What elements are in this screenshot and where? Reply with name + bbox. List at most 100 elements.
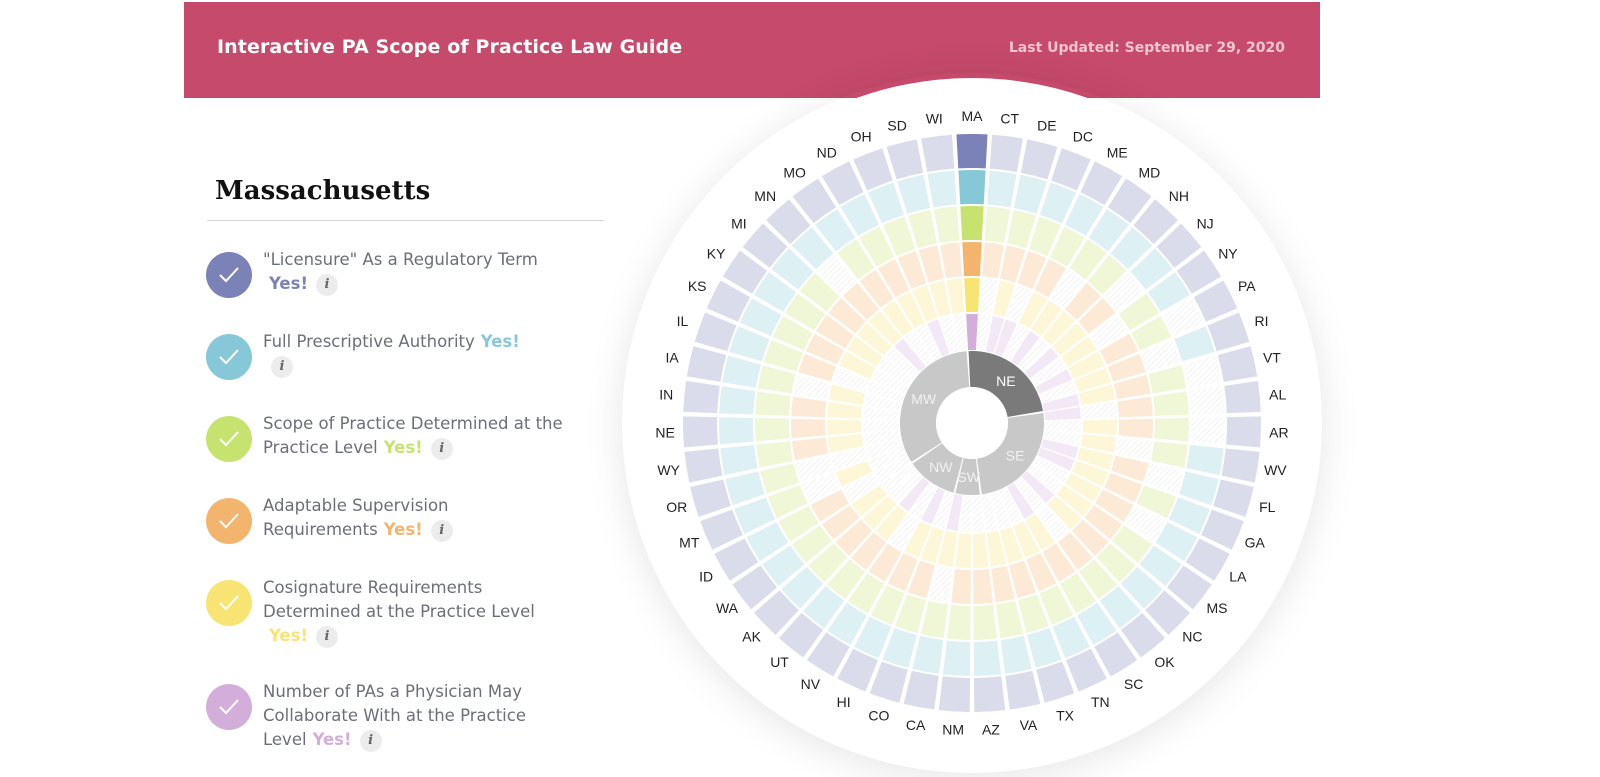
state-label[interactable]: NM: [942, 721, 964, 737]
region-segment[interactable]: [912, 443, 963, 493]
state-segment[interactable]: [1207, 312, 1250, 352]
state-segment[interactable]: [684, 448, 723, 483]
state-segment[interactable]: [1151, 441, 1188, 468]
state-label[interactable]: IA: [665, 349, 679, 365]
state-segment[interactable]: [1007, 482, 1035, 519]
state-segment[interactable]: [1147, 272, 1191, 313]
state-segment[interactable]: [1095, 489, 1134, 522]
state-segment[interactable]: [882, 216, 916, 257]
state-segment[interactable]: [771, 248, 814, 290]
state-segment[interactable]: [1039, 381, 1077, 403]
state-segment[interactable]: [846, 336, 883, 367]
state-segment[interactable]: [1213, 479, 1254, 517]
state-segment[interactable]: [869, 661, 908, 703]
state-segment[interactable]: [683, 416, 718, 448]
state-label[interactable]: IN: [659, 387, 673, 403]
state-label[interactable]: WA: [716, 600, 739, 616]
state-label[interactable]: MT: [679, 535, 700, 551]
state-segment[interactable]: [1013, 174, 1047, 214]
state-segment[interactable]: [875, 505, 908, 541]
state-segment[interactable]: [1224, 380, 1261, 414]
state-segment[interactable]: [1201, 509, 1244, 550]
state-segment[interactable]: [827, 602, 867, 645]
state-segment[interactable]: [810, 489, 849, 522]
state-segment[interactable]: [895, 594, 926, 634]
state-segment[interactable]: [792, 525, 833, 563]
state-segment[interactable]: [927, 170, 957, 208]
state-segment[interactable]: [683, 380, 720, 414]
region-segment[interactable]: [900, 351, 970, 462]
state-segment[interactable]: [1012, 521, 1040, 558]
state-segment[interactable]: [1120, 566, 1163, 609]
state-segment[interactable]: [755, 391, 791, 416]
state-segment[interactable]: [838, 351, 876, 379]
state-segment[interactable]: [793, 374, 831, 400]
state-segment[interactable]: [882, 627, 917, 668]
state-segment[interactable]: [1021, 470, 1055, 503]
state-segment[interactable]: [920, 600, 949, 639]
state-segment[interactable]: [1017, 250, 1047, 289]
state-segment[interactable]: [1040, 182, 1076, 224]
state-segment[interactable]: [1078, 384, 1116, 406]
state-segment[interactable]: [835, 519, 873, 556]
state-segment[interactable]: [1049, 226, 1085, 267]
state-segment[interactable]: [792, 178, 837, 224]
state-segment[interactable]: [947, 604, 971, 640]
state-segment[interactable]: [1065, 193, 1104, 236]
state-segment[interactable]: [881, 300, 913, 336]
region-segment[interactable]: [976, 412, 1044, 495]
state-segment[interactable]: [942, 640, 971, 676]
state-segment[interactable]: [1082, 419, 1117, 436]
state-segment[interactable]: [889, 514, 919, 551]
state-label[interactable]: AZ: [982, 721, 1000, 737]
state-segment[interactable]: [791, 396, 827, 418]
state-segment[interactable]: [1113, 374, 1151, 400]
state-segment[interactable]: [1115, 437, 1153, 461]
state-segment[interactable]: [929, 565, 953, 603]
info-icon[interactable]: i: [430, 437, 453, 460]
state-segment[interactable]: [921, 134, 955, 172]
state-segment[interactable]: [874, 456, 911, 483]
state-segment[interactable]: [1084, 505, 1123, 540]
state-segment[interactable]: [760, 463, 799, 494]
state-label[interactable]: NH: [1169, 188, 1189, 204]
state-segment[interactable]: [732, 565, 778, 610]
state-segment[interactable]: [885, 347, 920, 379]
state-segment[interactable]: [1074, 367, 1112, 392]
state-segment[interactable]: [938, 676, 970, 712]
state-segment[interactable]: [1035, 369, 1073, 395]
state-segment[interactable]: [886, 139, 924, 180]
state-segment[interactable]: [985, 316, 1005, 354]
state-segment[interactable]: [881, 463, 917, 494]
state-segment[interactable]: [1065, 282, 1101, 320]
state-segment[interactable]: [1125, 505, 1166, 542]
state-segment[interactable]: [1041, 439, 1079, 459]
state-label[interactable]: LA: [1229, 569, 1247, 585]
state-label[interactable]: VT: [1263, 349, 1281, 365]
info-icon[interactable]: i: [315, 273, 338, 296]
state-segment[interactable]: [956, 134, 988, 169]
state-label[interactable]: SC: [1124, 676, 1143, 692]
state-segment[interactable]: [868, 182, 904, 224]
state-segment[interactable]: [1166, 565, 1212, 610]
state-segment[interactable]: [878, 357, 914, 387]
state-label[interactable]: GA: [1245, 535, 1266, 551]
state-segment[interactable]: [1059, 573, 1096, 614]
state-segment[interactable]: [946, 278, 965, 314]
state-segment[interactable]: [999, 526, 1024, 564]
state-segment[interactable]: [1154, 418, 1189, 442]
state-segment[interactable]: [863, 420, 900, 433]
state-segment[interactable]: [828, 384, 866, 406]
state-segment[interactable]: [1025, 514, 1055, 551]
state-segment[interactable]: [955, 533, 972, 568]
state-segment[interactable]: [974, 676, 1006, 712]
state-segment[interactable]: [714, 538, 759, 581]
state-segment[interactable]: [801, 472, 840, 503]
state-segment[interactable]: [1131, 315, 1172, 351]
state-segment[interactable]: [843, 282, 879, 320]
state-label[interactable]: FL: [1259, 499, 1276, 515]
state-segment[interactable]: [837, 648, 879, 692]
state-segment[interactable]: [1077, 602, 1117, 645]
state-segment[interactable]: [1162, 298, 1205, 337]
state-segment[interactable]: [1133, 199, 1178, 245]
